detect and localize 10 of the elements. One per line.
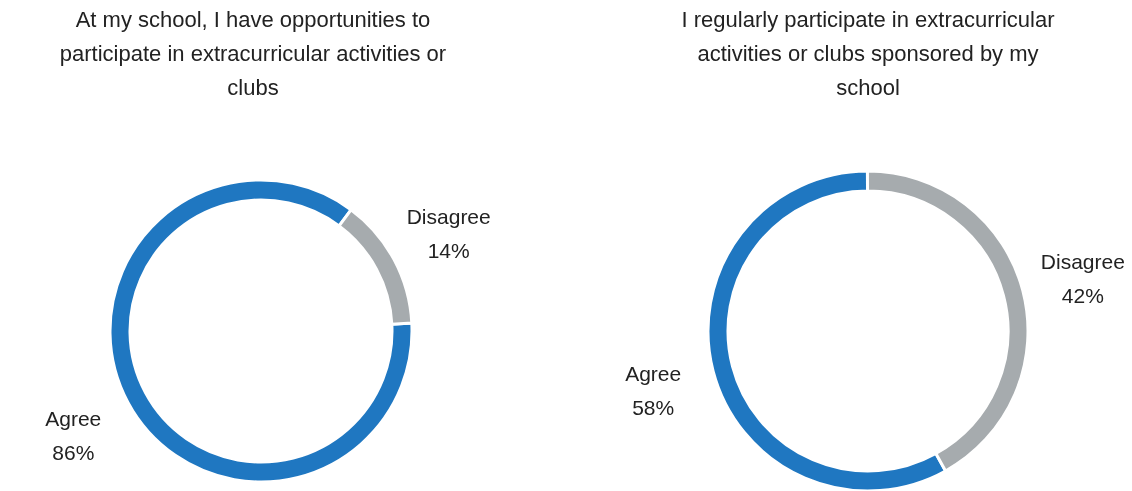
data-label: 58%: [632, 395, 675, 419]
data-label: 86%: [52, 440, 95, 464]
slice-label: Disagree: [406, 205, 491, 229]
data-label: 14%: [427, 239, 470, 263]
slice-label: Agree: [625, 361, 682, 385]
chart-title: At my school, I have opportunities to participate in extracurricular activities or clubs: [59, 7, 447, 100]
slice-label: Disagree: [1040, 250, 1125, 274]
chart-title: I regularly participate in extracurricular activities or clubs sponsored by my school: [681, 7, 1055, 100]
data-label: 42%: [1061, 284, 1104, 308]
slice-label: Agree: [45, 406, 102, 430]
